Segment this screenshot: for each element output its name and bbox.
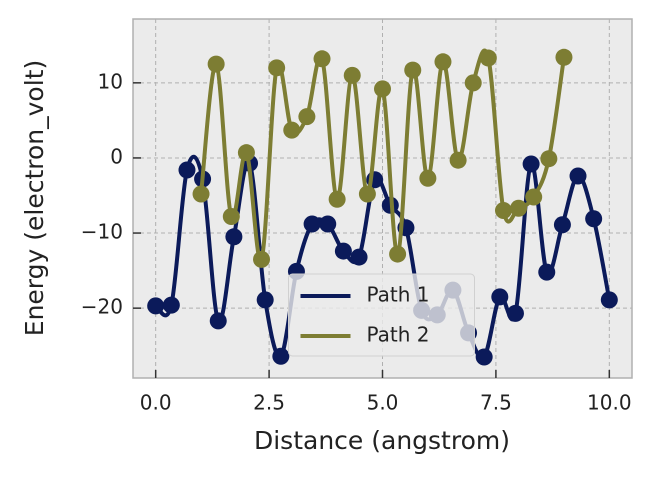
point <box>343 66 361 84</box>
point <box>358 185 376 203</box>
y-tick-label: −20 <box>81 295 123 319</box>
point <box>522 155 540 173</box>
point <box>313 50 331 68</box>
point <box>569 167 587 185</box>
x-tick-label: 5.0 <box>367 391 399 415</box>
point <box>525 188 543 206</box>
point <box>350 248 368 266</box>
point <box>555 48 573 66</box>
point <box>222 208 240 226</box>
point <box>303 215 321 233</box>
x-tick-label: 10.0 <box>587 391 632 415</box>
y-tick-label: 0 <box>110 144 123 168</box>
point <box>334 242 352 260</box>
point <box>475 348 493 366</box>
point <box>494 202 512 220</box>
point <box>389 245 407 263</box>
point <box>491 288 509 306</box>
point <box>434 53 452 71</box>
point <box>419 169 437 187</box>
y-tick-label: −10 <box>81 220 123 244</box>
point <box>209 312 227 330</box>
point <box>283 121 301 139</box>
point <box>600 291 618 309</box>
point <box>147 297 165 315</box>
x-axis-label: Distance (angstrom) <box>254 426 510 455</box>
point <box>178 161 196 179</box>
point <box>506 304 524 322</box>
legend-label: Path 1 <box>367 283 430 307</box>
point <box>540 150 558 168</box>
point <box>268 59 286 77</box>
point <box>162 296 180 314</box>
point <box>374 80 391 98</box>
point <box>207 55 225 73</box>
point <box>319 215 337 233</box>
point <box>553 216 571 234</box>
point <box>328 190 346 208</box>
point <box>510 199 528 217</box>
point <box>298 108 316 126</box>
point <box>585 210 603 228</box>
y-axis-label: Energy (electron_volt) <box>20 60 49 336</box>
point <box>225 228 243 246</box>
point <box>237 144 255 162</box>
point <box>449 151 467 169</box>
point <box>479 49 497 67</box>
point <box>404 61 422 79</box>
point <box>272 347 290 365</box>
point <box>256 291 274 309</box>
x-tick-label: 2.5 <box>253 391 285 415</box>
y-tick-label: 10 <box>98 69 123 93</box>
legend-label: Path 2 <box>367 323 430 347</box>
x-tick-label: 7.5 <box>480 391 512 415</box>
point <box>464 74 482 92</box>
x-tick-label: 0.0 <box>140 391 172 415</box>
point <box>253 250 271 268</box>
point <box>538 263 556 281</box>
point <box>192 185 210 203</box>
